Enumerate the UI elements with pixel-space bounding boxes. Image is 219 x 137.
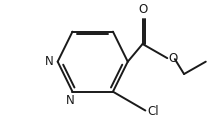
Text: O: O xyxy=(138,3,147,16)
Text: O: O xyxy=(168,52,178,65)
Text: N: N xyxy=(66,94,75,107)
Text: N: N xyxy=(45,55,54,68)
Text: Cl: Cl xyxy=(148,105,159,118)
